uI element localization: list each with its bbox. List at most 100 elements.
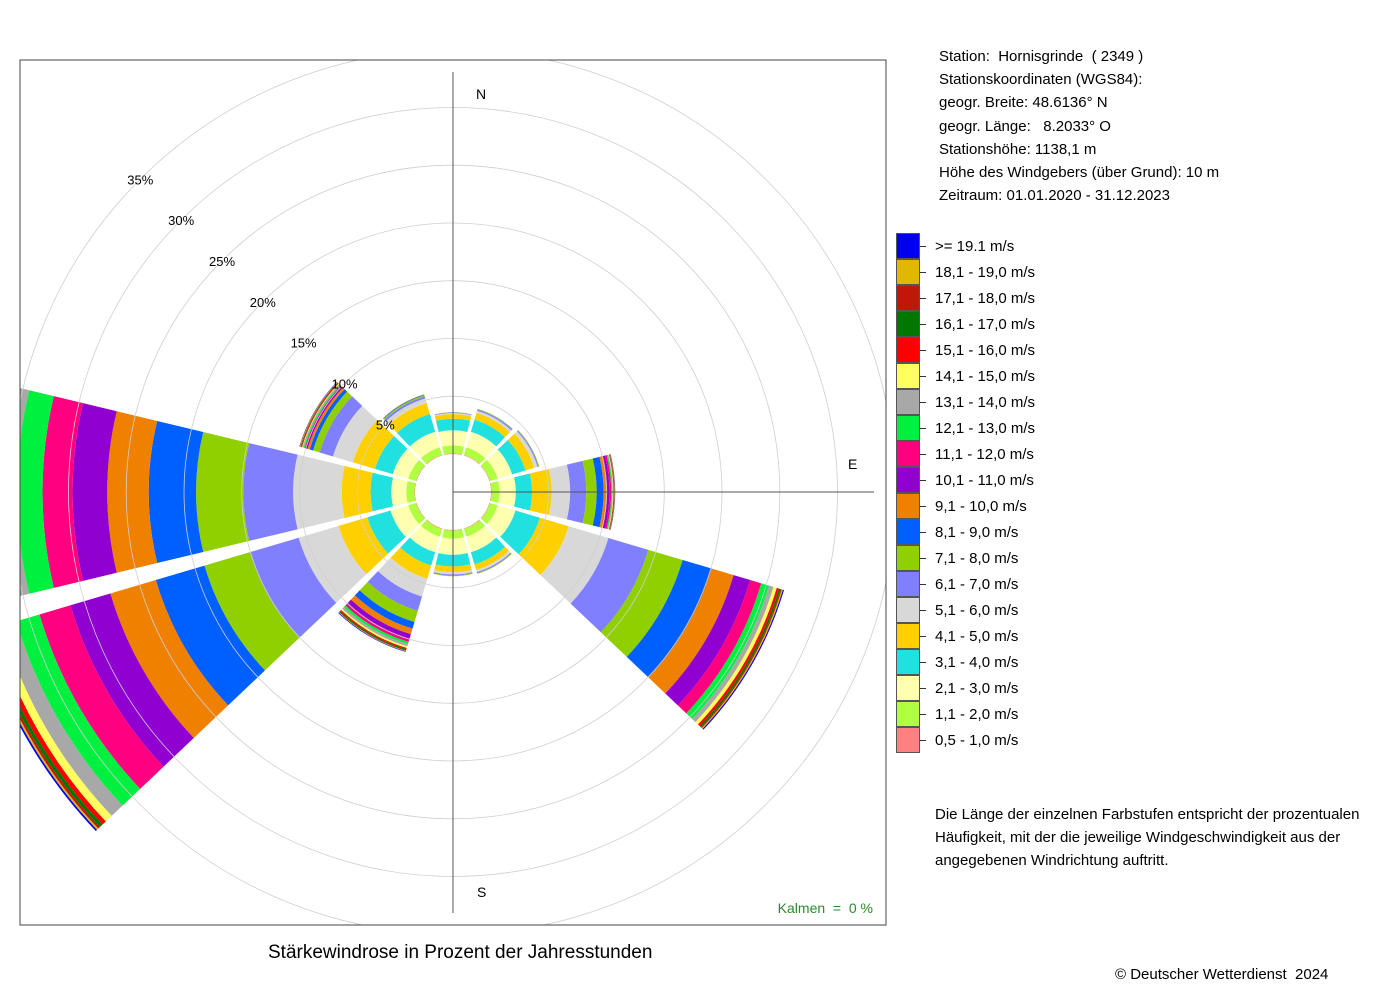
legend-tick <box>920 740 926 741</box>
sector-segment <box>466 525 497 553</box>
legend-swatch <box>896 493 920 519</box>
legend-label: 9,1 - 10,0 m/s <box>935 498 1027 515</box>
sector-segment <box>426 519 443 529</box>
legend-label: 8,1 - 9,0 m/s <box>935 524 1019 541</box>
legend-label: 11,1 - 12,0 m/s <box>935 446 1034 463</box>
sector-segment <box>433 573 473 577</box>
legend-swatch <box>896 415 920 441</box>
sector-segment <box>480 465 490 482</box>
note-line: angegebenen Windrichtung auftritt. <box>935 852 1169 869</box>
legend-tick <box>920 714 926 715</box>
legend-label: 17,1 - 18,0 m/s <box>935 290 1036 307</box>
sector-segment <box>476 550 511 573</box>
legend-label: 13,1 - 14,0 m/s <box>935 394 1036 411</box>
sector-segment <box>434 412 472 417</box>
sector-segment <box>347 599 411 639</box>
legend-label: 10,1 - 11,0 m/s <box>935 472 1034 489</box>
legend-label: >= 19.1 m/s <box>935 238 1015 255</box>
sector-segment <box>155 565 265 706</box>
time-period: Zeitraum: 01.01.2020 - 31.12.2023 <box>939 187 1170 205</box>
explanation-note: Die Länge der einzelnen Farbstufen entsp… <box>935 803 1395 872</box>
ring-labels: 5% 10% 15% 20% 25% 30% 35% <box>127 172 395 432</box>
sector-segment <box>474 546 509 570</box>
sector-segment <box>500 510 540 555</box>
sector-segment <box>420 447 443 465</box>
sector-segment <box>359 581 418 623</box>
legend-tick <box>920 376 926 377</box>
sensor-height: Höhe des Windgebers (über Grund): 10 m <box>939 164 1220 182</box>
legend-label: 3,1 - 4,0 m/s <box>935 654 1019 671</box>
legend-label: 12,1 - 13,0 m/s <box>935 420 1036 437</box>
ring-label: 5% <box>376 417 395 432</box>
sector-segment <box>463 455 480 465</box>
legend-label: 16,1 - 17,0 m/s <box>935 316 1036 333</box>
sector-segment <box>600 549 683 657</box>
sector-segment <box>345 602 410 642</box>
sector-segment <box>463 519 480 529</box>
sector-segment <box>443 528 463 531</box>
sector-segment <box>605 455 612 529</box>
legend-label: 14,1 - 15,0 m/s <box>935 368 1036 385</box>
sector-segment <box>367 510 406 554</box>
legend-swatch <box>896 285 920 311</box>
legend-tick <box>920 350 926 351</box>
sector-segment <box>343 605 409 645</box>
legend-swatch <box>896 649 920 675</box>
sector-segment <box>609 454 615 530</box>
sector-segment <box>602 455 610 529</box>
sector-segment <box>39 605 164 789</box>
sector-segment <box>443 453 463 456</box>
legend-tick <box>920 532 926 533</box>
legend-label: 4,1 - 5,0 m/s <box>935 628 1019 645</box>
sector-segment <box>686 583 770 719</box>
sector-segment <box>486 449 513 479</box>
legend-tick <box>920 584 926 585</box>
sector-segment <box>518 517 569 575</box>
station-info: Station: Hornisgrinde ( 2349 ) Stationsk… <box>939 45 1219 207</box>
ring-label: 20% <box>250 295 276 310</box>
legend-tick <box>920 636 926 637</box>
legend-swatch <box>896 363 920 389</box>
legend-tick <box>920 688 926 689</box>
calm-label: Kalmen = 0 % <box>778 900 873 916</box>
sector-segment <box>249 537 337 638</box>
sector-segment <box>20 676 112 822</box>
compass-east: E <box>848 456 857 472</box>
chart-caption: Stärkewindrose in Prozent der Jahresstun… <box>268 942 653 963</box>
sector-segment <box>350 595 413 635</box>
sector-segment <box>196 432 250 552</box>
sector-segment <box>390 547 432 579</box>
sector-segment <box>507 433 535 471</box>
sector-segment <box>406 481 416 503</box>
sector-segment <box>298 525 367 603</box>
sector-segment <box>610 454 616 530</box>
legend-label: 6,1 - 7,0 m/s <box>935 576 1019 593</box>
sector-segment <box>0 384 12 601</box>
station-longitude: geogr. Länge: 8.2033° O <box>939 117 1111 135</box>
note-line: Häufigkeit, mit der die jeweilige Windge… <box>935 829 1341 846</box>
sector-segment <box>414 482 417 502</box>
legend-swatch <box>896 233 920 259</box>
sector-segment <box>434 412 472 416</box>
sector-segment <box>420 519 443 537</box>
sector-segment <box>434 412 472 415</box>
legend-tick <box>920 246 926 247</box>
sector-segment <box>470 419 505 447</box>
sector-segment <box>433 572 473 576</box>
legend-tick <box>920 298 926 299</box>
sector-segment <box>416 465 426 482</box>
legend-swatch <box>896 311 920 337</box>
sector-segment <box>70 593 194 767</box>
compass-south: S <box>477 884 486 900</box>
sector-segment <box>606 454 613 530</box>
legend-swatch <box>896 467 920 493</box>
station-latitude: geogr. Breite: 48.6136° N <box>939 94 1108 112</box>
sector-segment <box>486 505 516 537</box>
sector-segment <box>319 396 363 457</box>
sector-segment <box>389 402 430 434</box>
sector-segment <box>480 502 498 525</box>
sector-segment <box>514 431 538 468</box>
legend-tick <box>920 428 926 429</box>
legend-swatch <box>896 571 920 597</box>
